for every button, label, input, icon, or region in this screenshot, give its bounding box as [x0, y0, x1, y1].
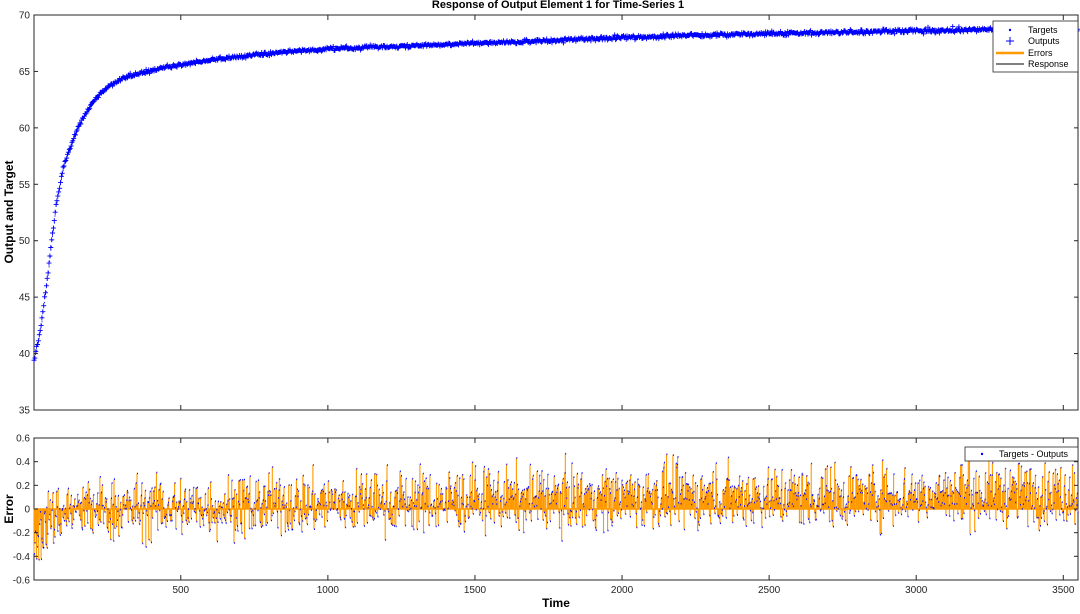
- legend-label-errors: Errors: [1028, 48, 1053, 58]
- response-legend: Targets Outputs Errors Response: [993, 21, 1078, 72]
- y-axis-label-output: Output and Target: [2, 160, 16, 263]
- error-ytick-label: -0.4: [13, 552, 31, 563]
- response-ytick-label: 35: [19, 406, 31, 417]
- response-ytick-label: 40: [19, 349, 31, 360]
- response-ytick-label: 50: [19, 236, 31, 247]
- response-ytick-label: 55: [19, 180, 31, 191]
- legend-label-targets: Targets: [1028, 25, 1058, 35]
- legend-label-outputs: Outputs: [1028, 36, 1060, 46]
- response-ytick-label: 65: [19, 67, 31, 78]
- error-xtick-label: 3500: [1052, 585, 1075, 596]
- response-ytick-label: 45: [19, 293, 31, 304]
- legend-label-targets-outputs: Targets - Outputs: [999, 449, 1069, 459]
- error-ytick-label: 0.2: [16, 481, 30, 492]
- error-ytick-label: 0.4: [16, 457, 30, 468]
- legend-label-response: Response: [1028, 59, 1069, 69]
- y-axis-label-error: Error: [2, 494, 16, 524]
- error-xtick-label: 2000: [611, 585, 634, 596]
- error-ytick-label: 0: [24, 505, 30, 516]
- error-xtick-label: 2500: [758, 585, 781, 596]
- x-axis-label-time: Time: [542, 596, 570, 609]
- response-ytick-label: 60: [19, 123, 31, 134]
- error-ytick-label: -0.6: [13, 576, 31, 587]
- plot-area-response: [34, 15, 1078, 410]
- error-xtick-label: 1000: [317, 585, 340, 596]
- legend-marker-targets-outputs: [981, 453, 983, 455]
- error-ytick-label: 0.6: [16, 434, 30, 445]
- error-xtick-label: 3000: [905, 585, 928, 596]
- error-xtick-label: 500: [172, 585, 189, 596]
- legend-marker-targets: [1009, 29, 1011, 31]
- response-ytick-label: 70: [19, 11, 31, 22]
- response-panel: Response of Output Element 1 for Time-Se…: [2, 0, 1080, 417]
- error-legend: Targets - Outputs: [965, 447, 1078, 461]
- error-xtick-label: 1500: [464, 585, 487, 596]
- error-panel: Error Time -0.6 -0.4 -0.2 0 0.2 0.4 0.6 500 1000…: [2, 434, 1079, 610]
- chart-title: Response of Output Element 1 for Time-Se…: [432, 0, 684, 11]
- error-ytick-label: -0.2: [13, 528, 31, 539]
